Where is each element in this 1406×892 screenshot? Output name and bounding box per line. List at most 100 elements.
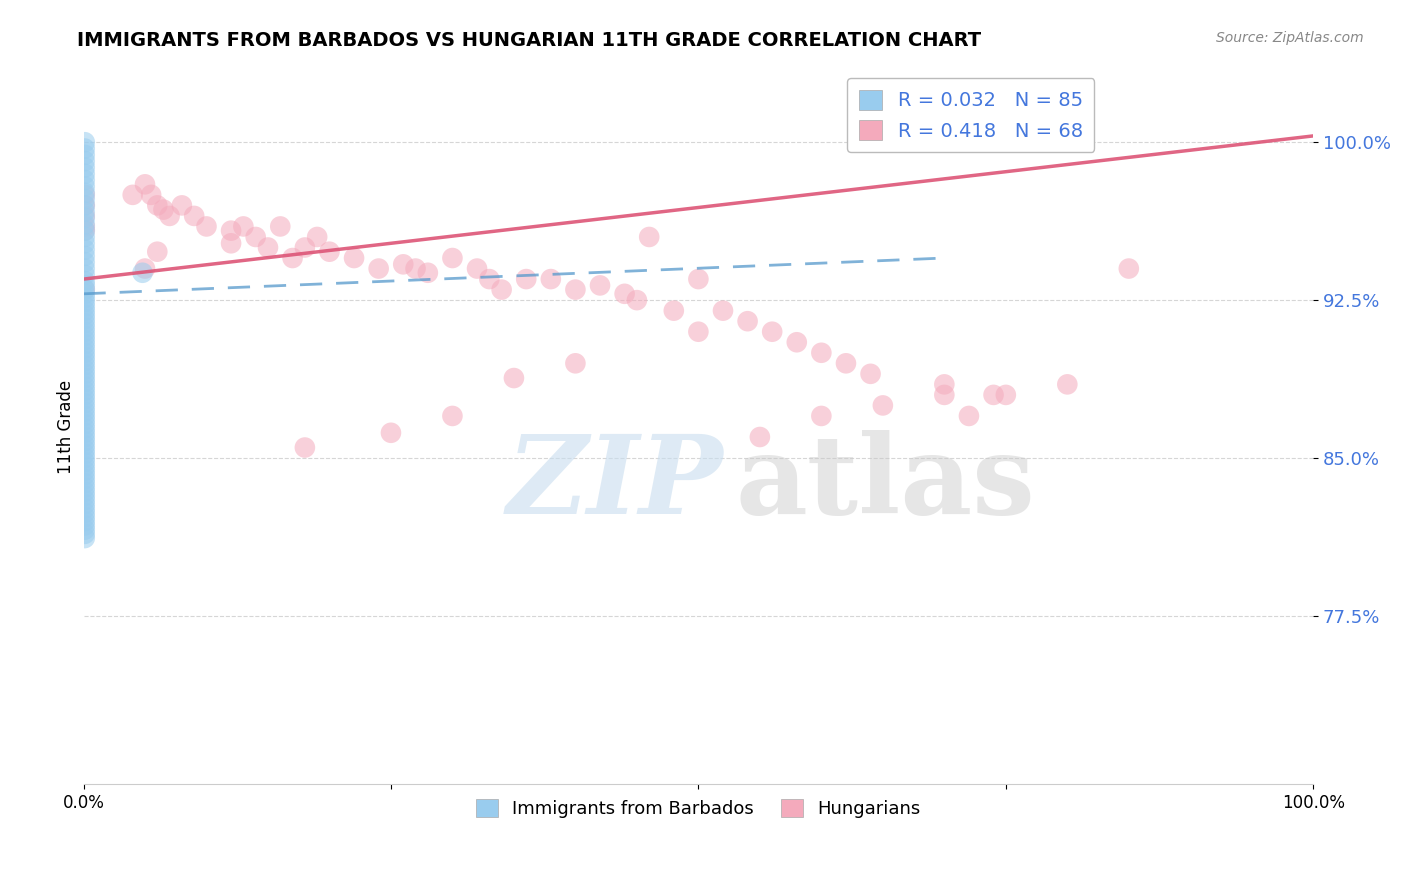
Point xyxy=(73,187,96,202)
Point xyxy=(73,447,96,461)
Point xyxy=(73,459,96,474)
Point xyxy=(73,501,96,516)
Point xyxy=(73,417,96,432)
Point xyxy=(73,261,96,276)
Point xyxy=(73,518,96,533)
Point xyxy=(73,148,96,162)
Point xyxy=(73,438,96,452)
Point xyxy=(73,333,96,347)
Point xyxy=(73,295,96,310)
Point xyxy=(934,377,956,392)
Point xyxy=(73,308,96,322)
Point xyxy=(73,467,96,482)
Point xyxy=(73,405,96,419)
Point xyxy=(170,198,193,212)
Point xyxy=(810,409,832,423)
Point xyxy=(957,409,980,423)
Point xyxy=(183,209,205,223)
Point xyxy=(73,489,96,503)
Point xyxy=(73,209,96,223)
Point xyxy=(73,204,96,219)
Point xyxy=(73,392,96,406)
Point xyxy=(219,224,242,238)
Point xyxy=(73,236,96,251)
Point xyxy=(613,286,636,301)
Point xyxy=(73,345,96,359)
Point xyxy=(380,425,402,440)
Point xyxy=(343,251,366,265)
Point xyxy=(73,179,96,194)
Point xyxy=(73,430,96,444)
Point xyxy=(73,167,96,181)
Point xyxy=(367,261,389,276)
Point xyxy=(626,293,648,307)
Point xyxy=(307,230,329,244)
Point xyxy=(73,434,96,449)
Point xyxy=(73,472,96,486)
Point xyxy=(786,335,808,350)
Point xyxy=(73,325,96,339)
Point xyxy=(73,396,96,410)
Point xyxy=(152,202,174,217)
Point xyxy=(491,283,513,297)
Point xyxy=(73,379,96,393)
Point xyxy=(245,230,267,244)
Legend: Immigrants from Barbados, Hungarians: Immigrants from Barbados, Hungarians xyxy=(470,792,928,825)
Point xyxy=(73,484,96,499)
Point xyxy=(73,249,96,263)
Point xyxy=(564,283,586,297)
Point xyxy=(73,371,96,385)
Point xyxy=(73,186,96,200)
Point xyxy=(503,371,526,385)
Point xyxy=(638,230,661,244)
Point xyxy=(73,173,96,187)
Point xyxy=(232,219,254,234)
Point xyxy=(810,345,832,359)
Point xyxy=(73,523,96,537)
Point xyxy=(73,354,96,368)
Point xyxy=(1056,377,1078,392)
Point xyxy=(73,198,96,212)
Point xyxy=(478,272,501,286)
Point xyxy=(662,303,685,318)
Text: atlas: atlas xyxy=(735,430,1035,537)
Point xyxy=(318,244,340,259)
Point xyxy=(73,219,96,234)
Point xyxy=(73,224,96,238)
Point xyxy=(159,209,181,223)
Point xyxy=(392,257,415,271)
Point xyxy=(73,255,96,269)
Point xyxy=(405,261,427,276)
Point xyxy=(294,441,316,455)
Point xyxy=(73,526,96,541)
Point xyxy=(73,514,96,528)
Point xyxy=(73,497,96,511)
Point xyxy=(73,303,96,318)
Point xyxy=(73,388,96,402)
Point xyxy=(73,493,96,508)
Point xyxy=(73,243,96,257)
Point xyxy=(73,291,96,305)
Point xyxy=(465,261,488,276)
Point xyxy=(73,350,96,364)
Point xyxy=(141,187,163,202)
Point xyxy=(73,359,96,373)
Point xyxy=(73,451,96,466)
Point xyxy=(73,312,96,326)
Point xyxy=(859,367,882,381)
Point xyxy=(134,261,156,276)
Point xyxy=(73,531,96,545)
Point xyxy=(73,362,96,376)
Point xyxy=(737,314,759,328)
Point xyxy=(73,421,96,435)
Point xyxy=(73,442,96,457)
Point xyxy=(73,481,96,495)
Point xyxy=(121,187,143,202)
Point xyxy=(73,300,96,314)
Point xyxy=(73,455,96,469)
Point xyxy=(872,399,894,413)
Point xyxy=(73,224,96,238)
Y-axis label: 11th Grade: 11th Grade xyxy=(58,379,75,474)
Point xyxy=(131,266,153,280)
Point xyxy=(73,316,96,330)
